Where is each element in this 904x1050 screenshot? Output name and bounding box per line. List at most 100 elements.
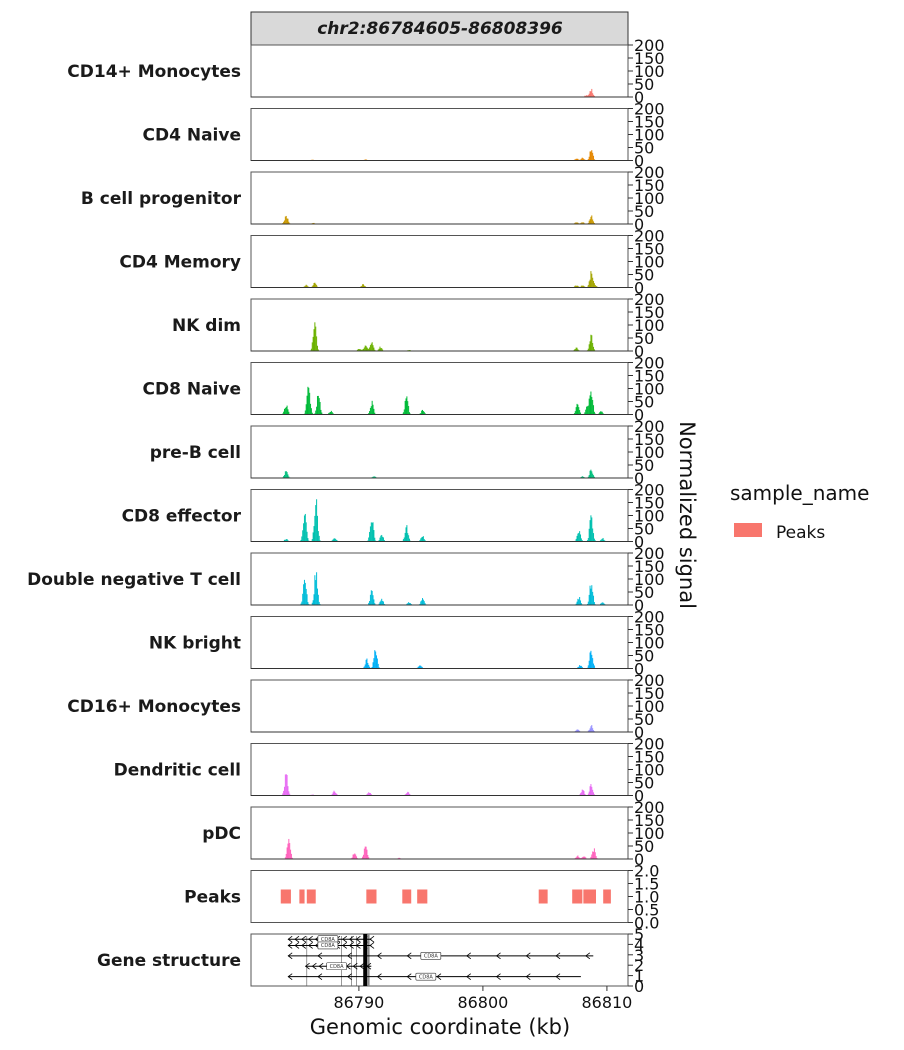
signal-bar	[592, 591, 594, 605]
signal-bar	[590, 151, 592, 161]
signal-bar	[317, 349, 319, 351]
signal-bar	[587, 665, 589, 669]
signal-bar	[585, 409, 587, 415]
signal-bar	[591, 396, 593, 415]
track-label: Peaks	[184, 888, 241, 908]
signal-bar	[587, 730, 589, 732]
signal-bar	[407, 603, 409, 605]
signal-bar	[581, 157, 583, 161]
signal-bar	[574, 411, 576, 415]
signal-bar	[363, 848, 365, 859]
signal-bar	[283, 474, 285, 478]
signal-bar	[382, 349, 384, 351]
signal-bar	[592, 473, 594, 478]
signal-bar	[312, 532, 314, 542]
signal-bar	[578, 407, 580, 415]
signal-bar	[368, 537, 370, 542]
signal-bar	[592, 342, 594, 351]
y-tick-label: 200	[634, 163, 665, 182]
signal-bar	[304, 582, 306, 605]
y-tick-label: 50	[634, 456, 654, 475]
signal-bar	[360, 286, 362, 288]
track-label: CD16+ Monocytes	[67, 697, 241, 717]
signal-bar	[288, 838, 290, 859]
strand-arrow	[342, 942, 348, 949]
strand-arrow	[307, 935, 313, 943]
signal-bar	[404, 400, 406, 415]
signal-bar	[582, 476, 584, 478]
peak-region	[583, 889, 596, 904]
track-panel	[250, 171, 629, 225]
signal-bar	[407, 791, 409, 796]
signal-bar	[576, 856, 578, 859]
signal-bar	[593, 851, 595, 859]
signal-bar	[596, 286, 598, 288]
signal-bar	[364, 286, 366, 288]
signal-bar	[420, 538, 422, 542]
signal-bar	[290, 853, 292, 859]
signal-bar	[419, 603, 421, 605]
exon-block	[367, 934, 370, 986]
strand-arrow	[311, 962, 317, 970]
signal-bar	[591, 215, 593, 224]
signal-bar	[576, 601, 578, 605]
signal-bar	[283, 476, 285, 478]
y-tick-label: 50	[634, 202, 654, 221]
signal-bar	[362, 854, 364, 859]
signal-bar	[574, 159, 576, 161]
signal-bar	[593, 663, 595, 669]
y-tick-label: 100	[634, 824, 665, 843]
signal-bar	[602, 537, 604, 542]
signal-bar	[600, 539, 602, 542]
signal-bar	[410, 603, 412, 605]
y-tick-label: 200	[634, 417, 665, 436]
signal-bar	[409, 603, 411, 605]
signal-bar	[374, 650, 376, 669]
signal-bar	[580, 665, 582, 669]
signal-bar	[313, 222, 315, 224]
strand-arrow	[359, 962, 365, 970]
signal-bar	[316, 588, 318, 605]
y-tick-label: 2.0	[634, 862, 659, 881]
signal-bar	[300, 603, 302, 605]
signal-bar	[365, 345, 367, 351]
signal-bar	[382, 600, 384, 605]
signal-bar	[305, 588, 307, 605]
signal-bar	[283, 790, 285, 796]
signal-bar	[352, 854, 354, 859]
peak-region	[417, 889, 428, 904]
signal-bar	[590, 515, 592, 542]
y-tick-label: 100	[634, 380, 665, 399]
signal-bar	[576, 347, 578, 351]
signal-bar	[590, 856, 592, 859]
y-tick-label: 0	[634, 977, 644, 996]
signal-bar	[316, 499, 318, 542]
signal-bar	[584, 95, 586, 97]
y-tick-label: 150	[634, 621, 665, 640]
strand-arrow	[317, 952, 323, 960]
strand-arrow	[495, 973, 501, 980]
signal-bar	[419, 665, 421, 669]
signal-bar	[422, 598, 424, 605]
signal-bar	[332, 539, 334, 542]
signal-bar	[599, 412, 601, 415]
strand-arrow	[347, 973, 352, 980]
signal-bar	[580, 534, 582, 542]
signal-bar	[422, 411, 424, 415]
signal-bar	[421, 410, 423, 415]
signal-bar	[310, 348, 312, 351]
track-panel	[250, 298, 629, 352]
signal-bar	[371, 522, 373, 542]
signal-bar	[305, 522, 307, 542]
track-label: NK dim	[172, 316, 241, 336]
signal-bar	[587, 793, 589, 796]
y-tick-label: 100	[634, 507, 665, 526]
signal-bar	[318, 398, 320, 415]
signal-bar	[373, 476, 375, 478]
legend: sample_name Peaks	[730, 481, 869, 543]
exon-block	[363, 934, 368, 986]
